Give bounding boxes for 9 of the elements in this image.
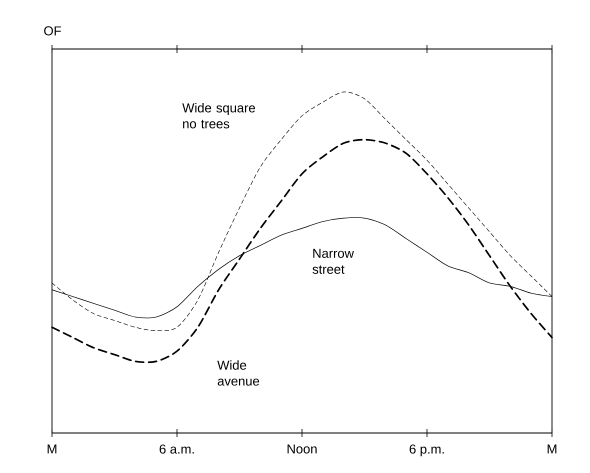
x-tick-label: M: [548, 444, 556, 454]
text: Wide square no trees: [182, 102, 256, 128]
y-axis-title: OF: [44, 26, 61, 36]
x-tick-label: M: [48, 444, 56, 454]
series-label: Narrow street: [312, 248, 354, 274]
x-tick-label: 6 a.m.: [160, 444, 194, 454]
text: Wide avenue: [217, 360, 260, 386]
x-tick-label: Noon: [288, 444, 317, 454]
x-tick-label: 6 p.m.: [410, 444, 444, 456]
